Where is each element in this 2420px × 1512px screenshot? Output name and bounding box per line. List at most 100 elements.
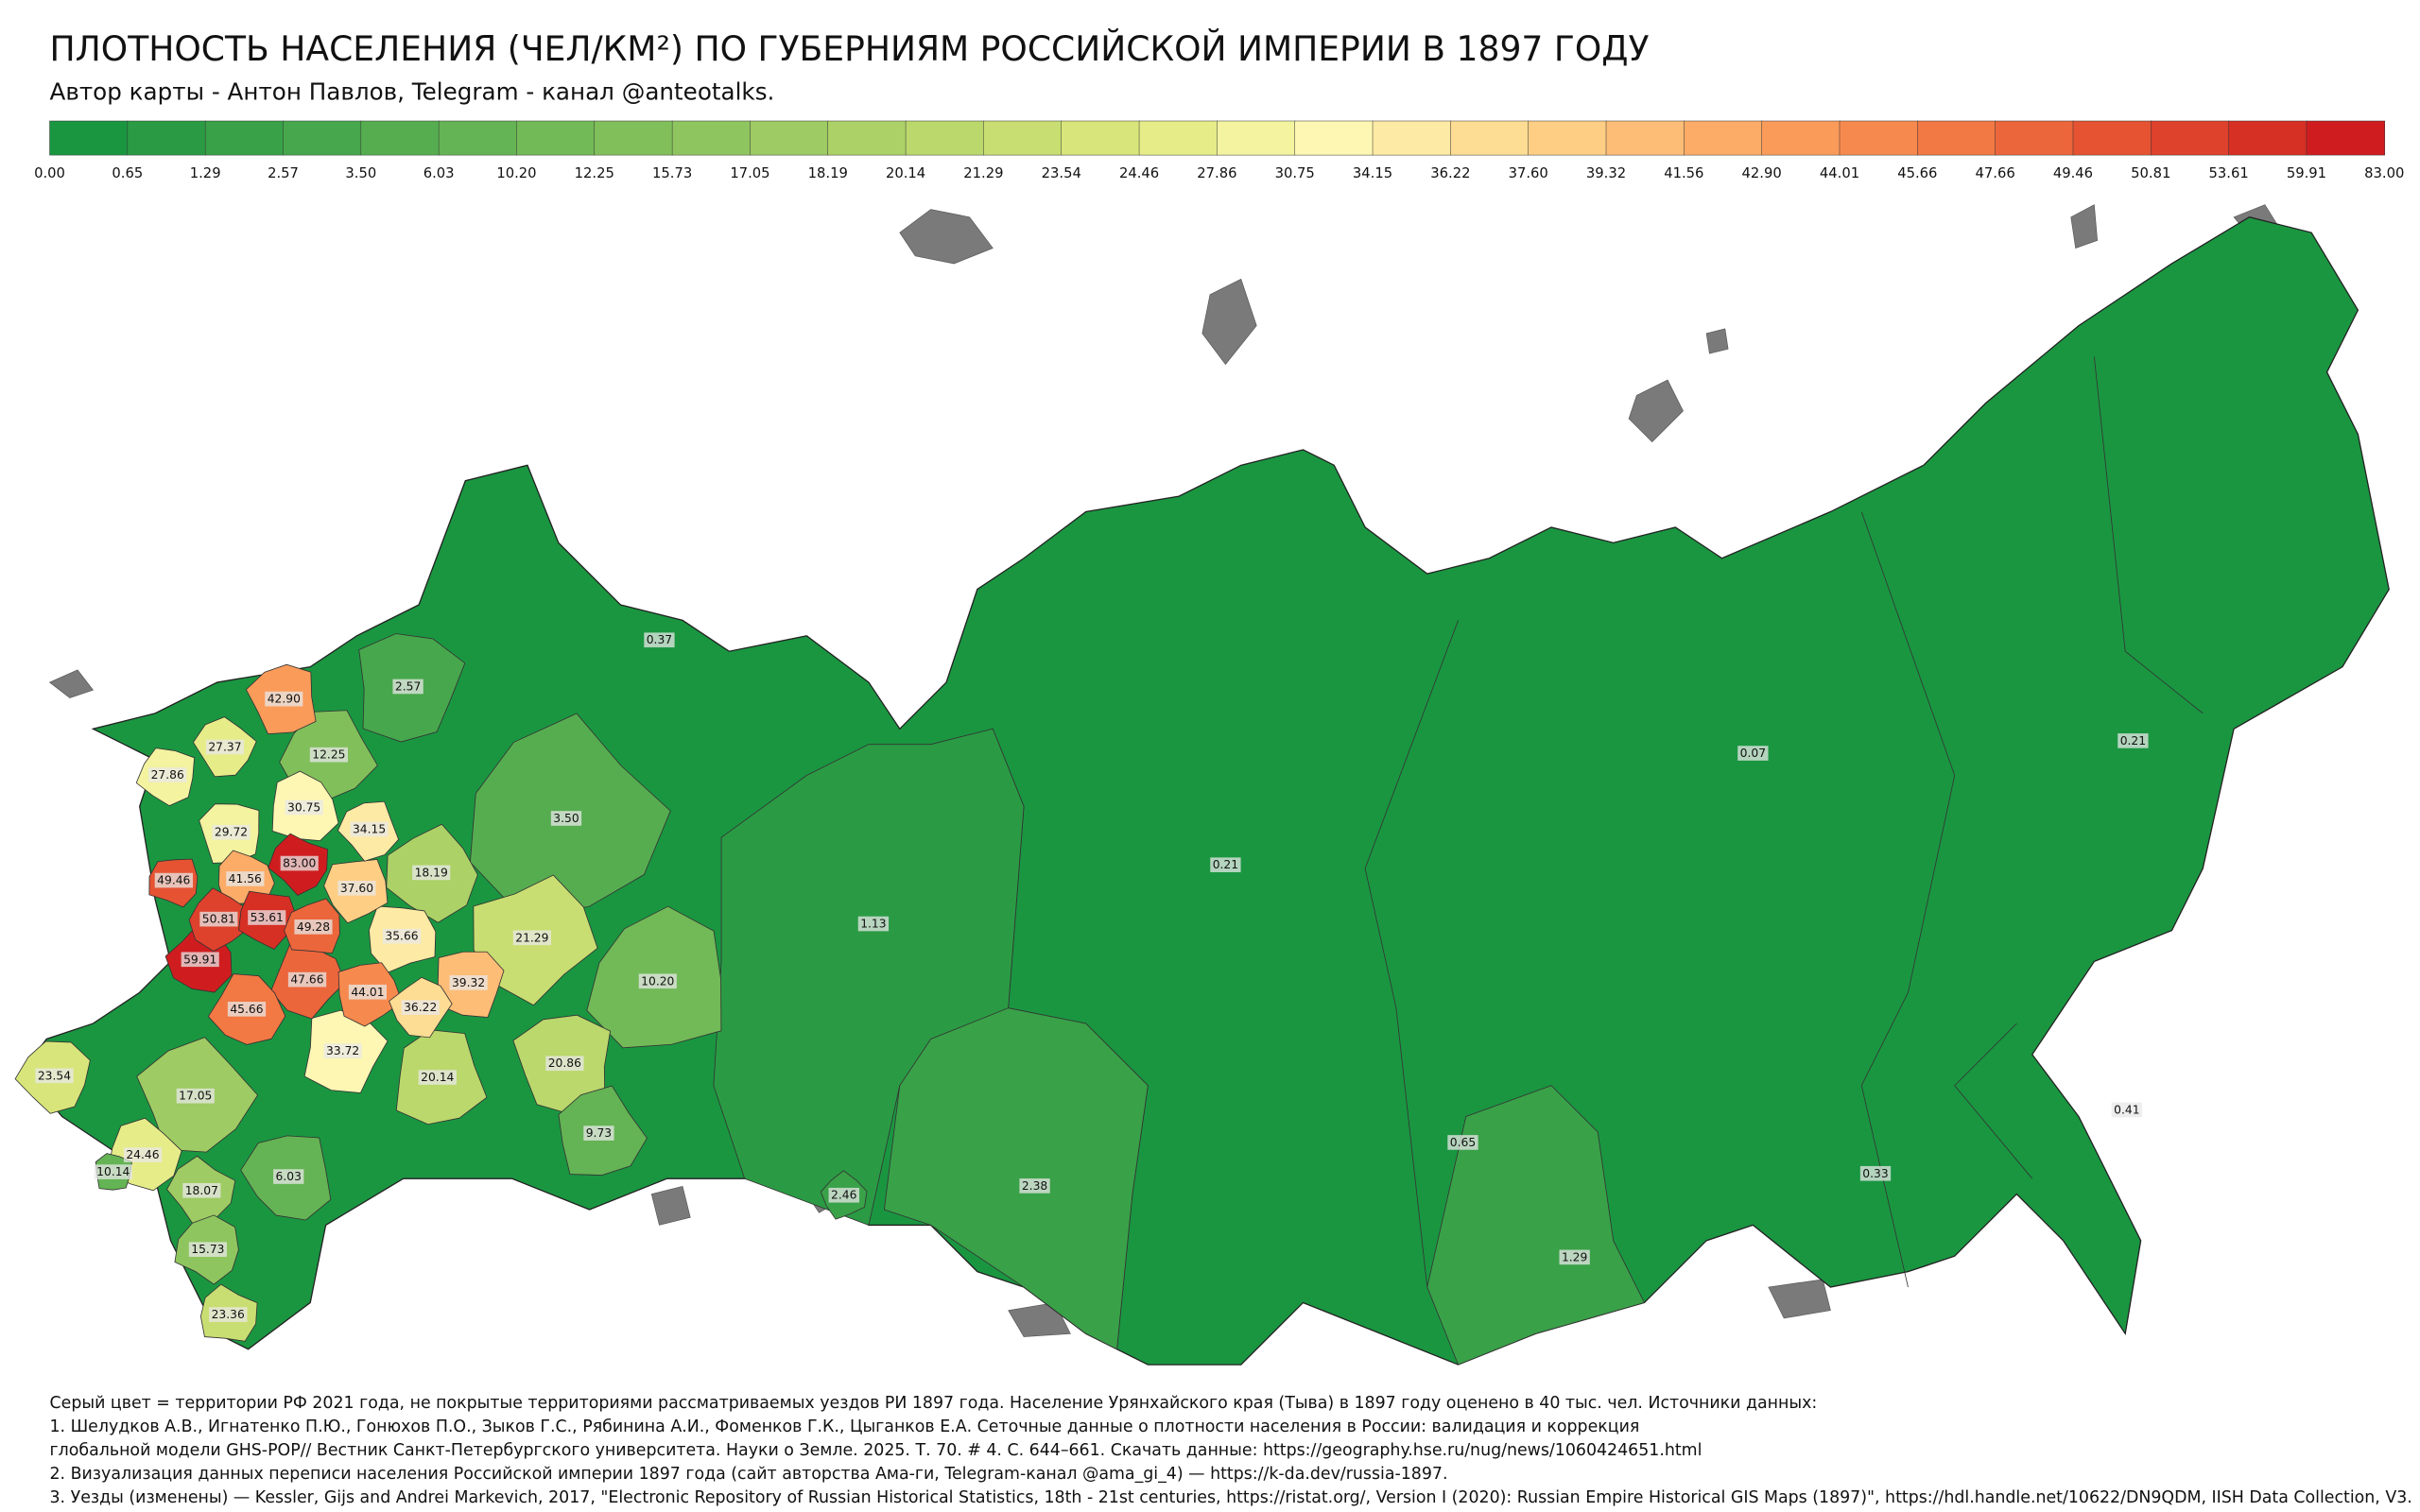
- region-label-bg: [401, 1000, 440, 1015]
- region-label: 53.61: [251, 911, 284, 924]
- region-label: 2.57: [395, 679, 421, 693]
- region-label-bg: [638, 973, 677, 989]
- footnote: Серый цвет = территории РФ 2021 года, не…: [50, 1394, 1818, 1413]
- legend-tick-label: 34.15: [1353, 165, 1392, 181]
- region-label-bg: [512, 930, 551, 946]
- region-label-bg: [350, 821, 389, 837]
- legend-swatch: [2072, 120, 2152, 156]
- region-labels: 0.37 2.57 42.90 12.25 27.37 27.86 30.75 29.72 34…: [35, 632, 2149, 1322]
- region-label: 0.07: [1740, 747, 1766, 760]
- legend-swatch: [2228, 120, 2308, 156]
- legend-tick-label: 27.86: [1197, 165, 1236, 181]
- legend-swatch: [127, 120, 206, 156]
- legend-tick-label: 2.57: [268, 165, 299, 181]
- region-label-bg: [1447, 1135, 1478, 1150]
- region-label-bg: [857, 916, 890, 932]
- legend-tick-label: 18.19: [808, 165, 848, 181]
- region-label: 33.72: [326, 1044, 359, 1057]
- land: [22, 216, 2390, 1366]
- region-label-bg: [94, 1164, 133, 1179]
- legend-swatch: [1684, 120, 1763, 156]
- legend-tick-label: 39.32: [1586, 165, 1626, 181]
- region-label-bg: [154, 872, 194, 888]
- region-label-bg: [181, 952, 219, 968]
- region-label: 9.73: [586, 1126, 612, 1140]
- legend-swatch: [1294, 120, 1374, 156]
- region-label: 0.21: [1213, 858, 1238, 871]
- region: [1426, 1085, 1646, 1366]
- region-label: 0.65: [1450, 1136, 1476, 1149]
- legend-tick-label: 15.73: [652, 165, 692, 181]
- region-label-bg: [309, 747, 348, 763]
- legend-swatch: [1061, 120, 1140, 156]
- footnote: 2. Визуализация данных переписи населени…: [50, 1465, 1448, 1484]
- region-label: 18.19: [415, 866, 448, 879]
- region-label-bg: [644, 632, 675, 648]
- legend-tick-label: 24.46: [1119, 165, 1159, 181]
- legend-tick-label: 44.01: [1820, 165, 1859, 181]
- legend-swatch: [360, 120, 440, 156]
- region-label: 0.21: [2120, 734, 2146, 747]
- region-label-bg: [1019, 1178, 1050, 1194]
- legend-swatch: [1450, 120, 1530, 156]
- region-label-bg: [182, 1182, 221, 1198]
- region-label-bg: [323, 1043, 362, 1058]
- region-label: 20.86: [548, 1057, 581, 1070]
- region-label-bg: [337, 880, 376, 896]
- region-label-bg: [449, 975, 488, 990]
- region-label-bg: [280, 855, 319, 871]
- footnote: 1. Шелудков А.В., Игнатенко П.Ю., Гонюхо…: [50, 1418, 1640, 1436]
- region-label-bg: [2118, 733, 2149, 748]
- region-label-bg: [1737, 746, 1769, 761]
- region-label-bg: [209, 1307, 248, 1322]
- region-label-bg: [392, 679, 424, 695]
- legend-swatch: [983, 120, 1063, 156]
- region-label-bg: [545, 1056, 584, 1072]
- legend-swatch: [2151, 120, 2230, 156]
- region-label: 24.46: [126, 1148, 159, 1161]
- region-label: 23.54: [38, 1069, 71, 1082]
- region-label: 83.00: [283, 857, 316, 870]
- legend-tick-label: 3.50: [345, 165, 376, 181]
- legend-tick-label: 6.03: [424, 165, 455, 181]
- region-label: 50.81: [202, 913, 235, 926]
- region-label-bg: [1859, 1165, 1892, 1181]
- legend-swatch: [1995, 120, 2074, 156]
- legend-tick-label: 21.29: [963, 165, 1003, 181]
- region-label: 10.14: [96, 1165, 130, 1178]
- legend-swatch: [1605, 120, 1685, 156]
- legend-tick-label: 30.75: [1275, 165, 1315, 181]
- legend-swatch: [1839, 120, 1919, 156]
- region-label: 30.75: [287, 800, 320, 814]
- legend-tick-label: 12.25: [575, 165, 614, 181]
- region-label: 39.32: [452, 976, 485, 989]
- region-label-bg: [382, 928, 422, 944]
- legend-tick-label: 23.54: [1042, 165, 1081, 181]
- region-label-bg: [294, 919, 333, 935]
- legend-swatch: [283, 120, 362, 156]
- region: [883, 1007, 1149, 1350]
- region-label-bg: [2111, 1102, 2143, 1118]
- region-label: 0.37: [647, 633, 672, 646]
- title: ПЛОТНОСТЬ НАСЕЛЕНИЯ (ЧЕЛ/КМ²) ПО ГУБЕРНИ…: [50, 28, 1650, 69]
- region-label-bg: [550, 811, 582, 826]
- legend-tick-label: 49.46: [2053, 165, 2093, 181]
- subtitle: Автор карты - Антон Павлов, Telegram - к…: [50, 77, 775, 105]
- legend-tick-label: 36.22: [1430, 165, 1470, 181]
- legend-tick-label: 37.60: [1509, 165, 1548, 181]
- region-label: 0.33: [1862, 1167, 1888, 1180]
- legend-tick-label: 50.81: [2131, 165, 2170, 181]
- footnote: глобальной модели GHS-POP// Вестник Санк…: [50, 1441, 1703, 1460]
- region-label-bg: [348, 984, 387, 1000]
- region-label-bg: [273, 1169, 304, 1184]
- region-label: 45.66: [230, 1003, 263, 1016]
- legend-swatch: [594, 120, 673, 156]
- region-label: 44.01: [351, 986, 384, 999]
- region-label-bg: [212, 824, 251, 840]
- region-label: 27.37: [208, 740, 241, 753]
- region-label: 29.72: [215, 826, 248, 839]
- region-label: 17.05: [179, 1090, 212, 1103]
- region-label-bg: [828, 1187, 860, 1203]
- region-label: 1.13: [860, 918, 886, 931]
